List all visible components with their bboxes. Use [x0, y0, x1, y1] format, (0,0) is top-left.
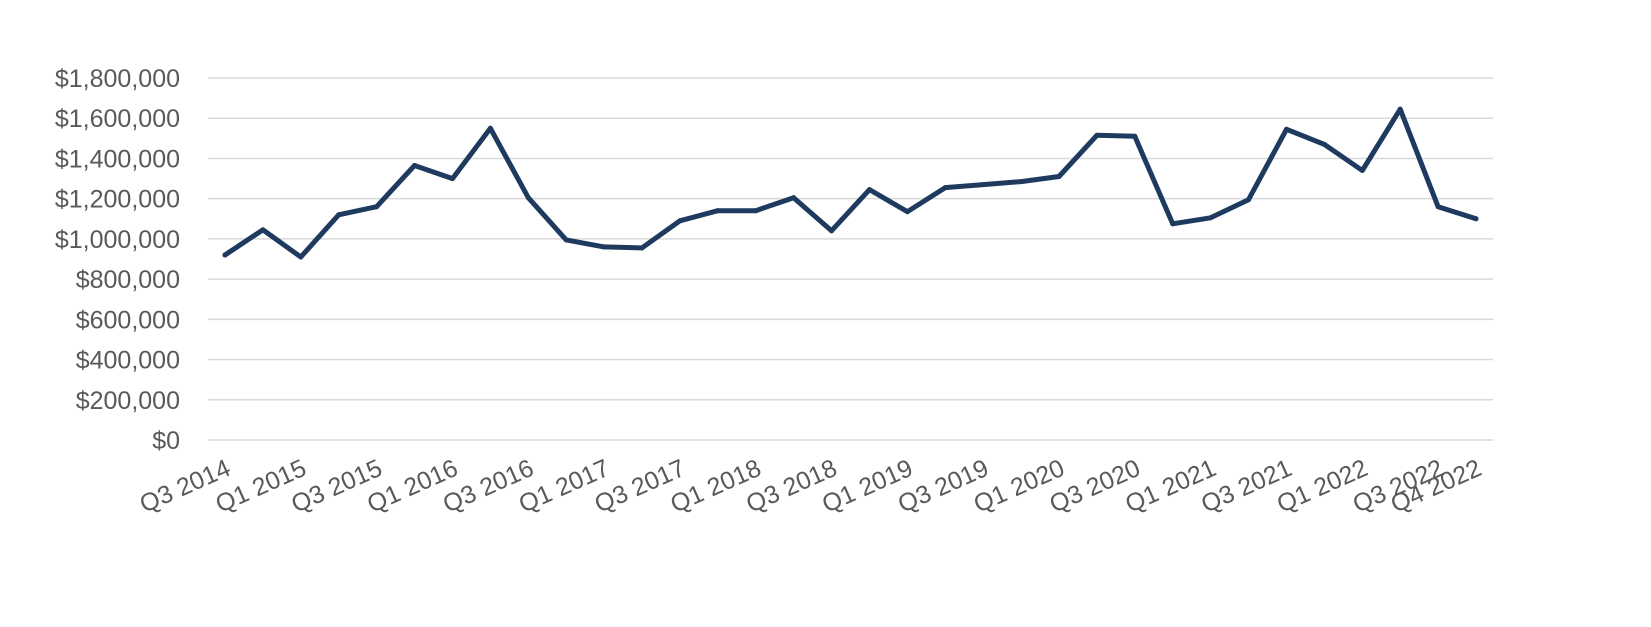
- data-point: [1435, 204, 1441, 210]
- y-tick-label: $400,000: [76, 347, 180, 375]
- data-point: [601, 244, 607, 250]
- y-tick-label: $0: [152, 427, 180, 455]
- data-point: [1018, 179, 1024, 185]
- data-point: [487, 125, 493, 131]
- data-point: [1056, 174, 1062, 180]
- series-line-0: [222, 106, 1479, 260]
- y-tick-label: $600,000: [76, 306, 180, 334]
- gridlines: [208, 77, 1493, 441]
- data-point: [525, 195, 531, 201]
- data-point: [639, 245, 645, 251]
- data-point: [942, 185, 948, 191]
- data-point: [1246, 197, 1252, 203]
- y-tick-label: $1,400,000: [55, 145, 180, 173]
- data-point: [980, 182, 986, 188]
- data-point: [449, 176, 455, 182]
- data-point: [1359, 168, 1365, 174]
- y-tick-label: $800,000: [76, 266, 180, 294]
- data-point: [336, 212, 342, 218]
- data-point: [1397, 106, 1403, 112]
- data-point: [677, 218, 683, 224]
- y-tick-label: $200,000: [76, 387, 180, 415]
- data-point: [1170, 221, 1176, 227]
- data-point: [866, 187, 872, 193]
- data-point: [1132, 133, 1138, 139]
- data-point: [412, 162, 418, 168]
- y-tick-label: $1,000,000: [55, 226, 180, 254]
- y-tick-label: $1,800,000: [55, 65, 180, 93]
- data-point: [1094, 132, 1100, 138]
- y-tick-label: $1,600,000: [55, 105, 180, 133]
- data-point: [1473, 216, 1479, 222]
- data-point: [374, 204, 380, 210]
- series-layer: [222, 106, 1479, 260]
- data-point: [829, 228, 835, 234]
- data-point: [1208, 215, 1214, 221]
- data-point: [563, 237, 569, 243]
- y-tick-label: $1,200,000: [55, 186, 180, 214]
- y-axis-ticks: $0 $200,000 $400,000 $600,000 $800,000 $1,000…: [55, 65, 180, 455]
- data-point: [715, 208, 721, 214]
- data-point: [260, 227, 266, 233]
- data-point: [1283, 126, 1289, 132]
- data-point: [791, 195, 797, 201]
- data-point: [222, 252, 228, 258]
- data-point: [753, 208, 759, 214]
- data-point: [904, 209, 910, 215]
- data-point: [298, 254, 304, 260]
- data-point: [1321, 141, 1327, 147]
